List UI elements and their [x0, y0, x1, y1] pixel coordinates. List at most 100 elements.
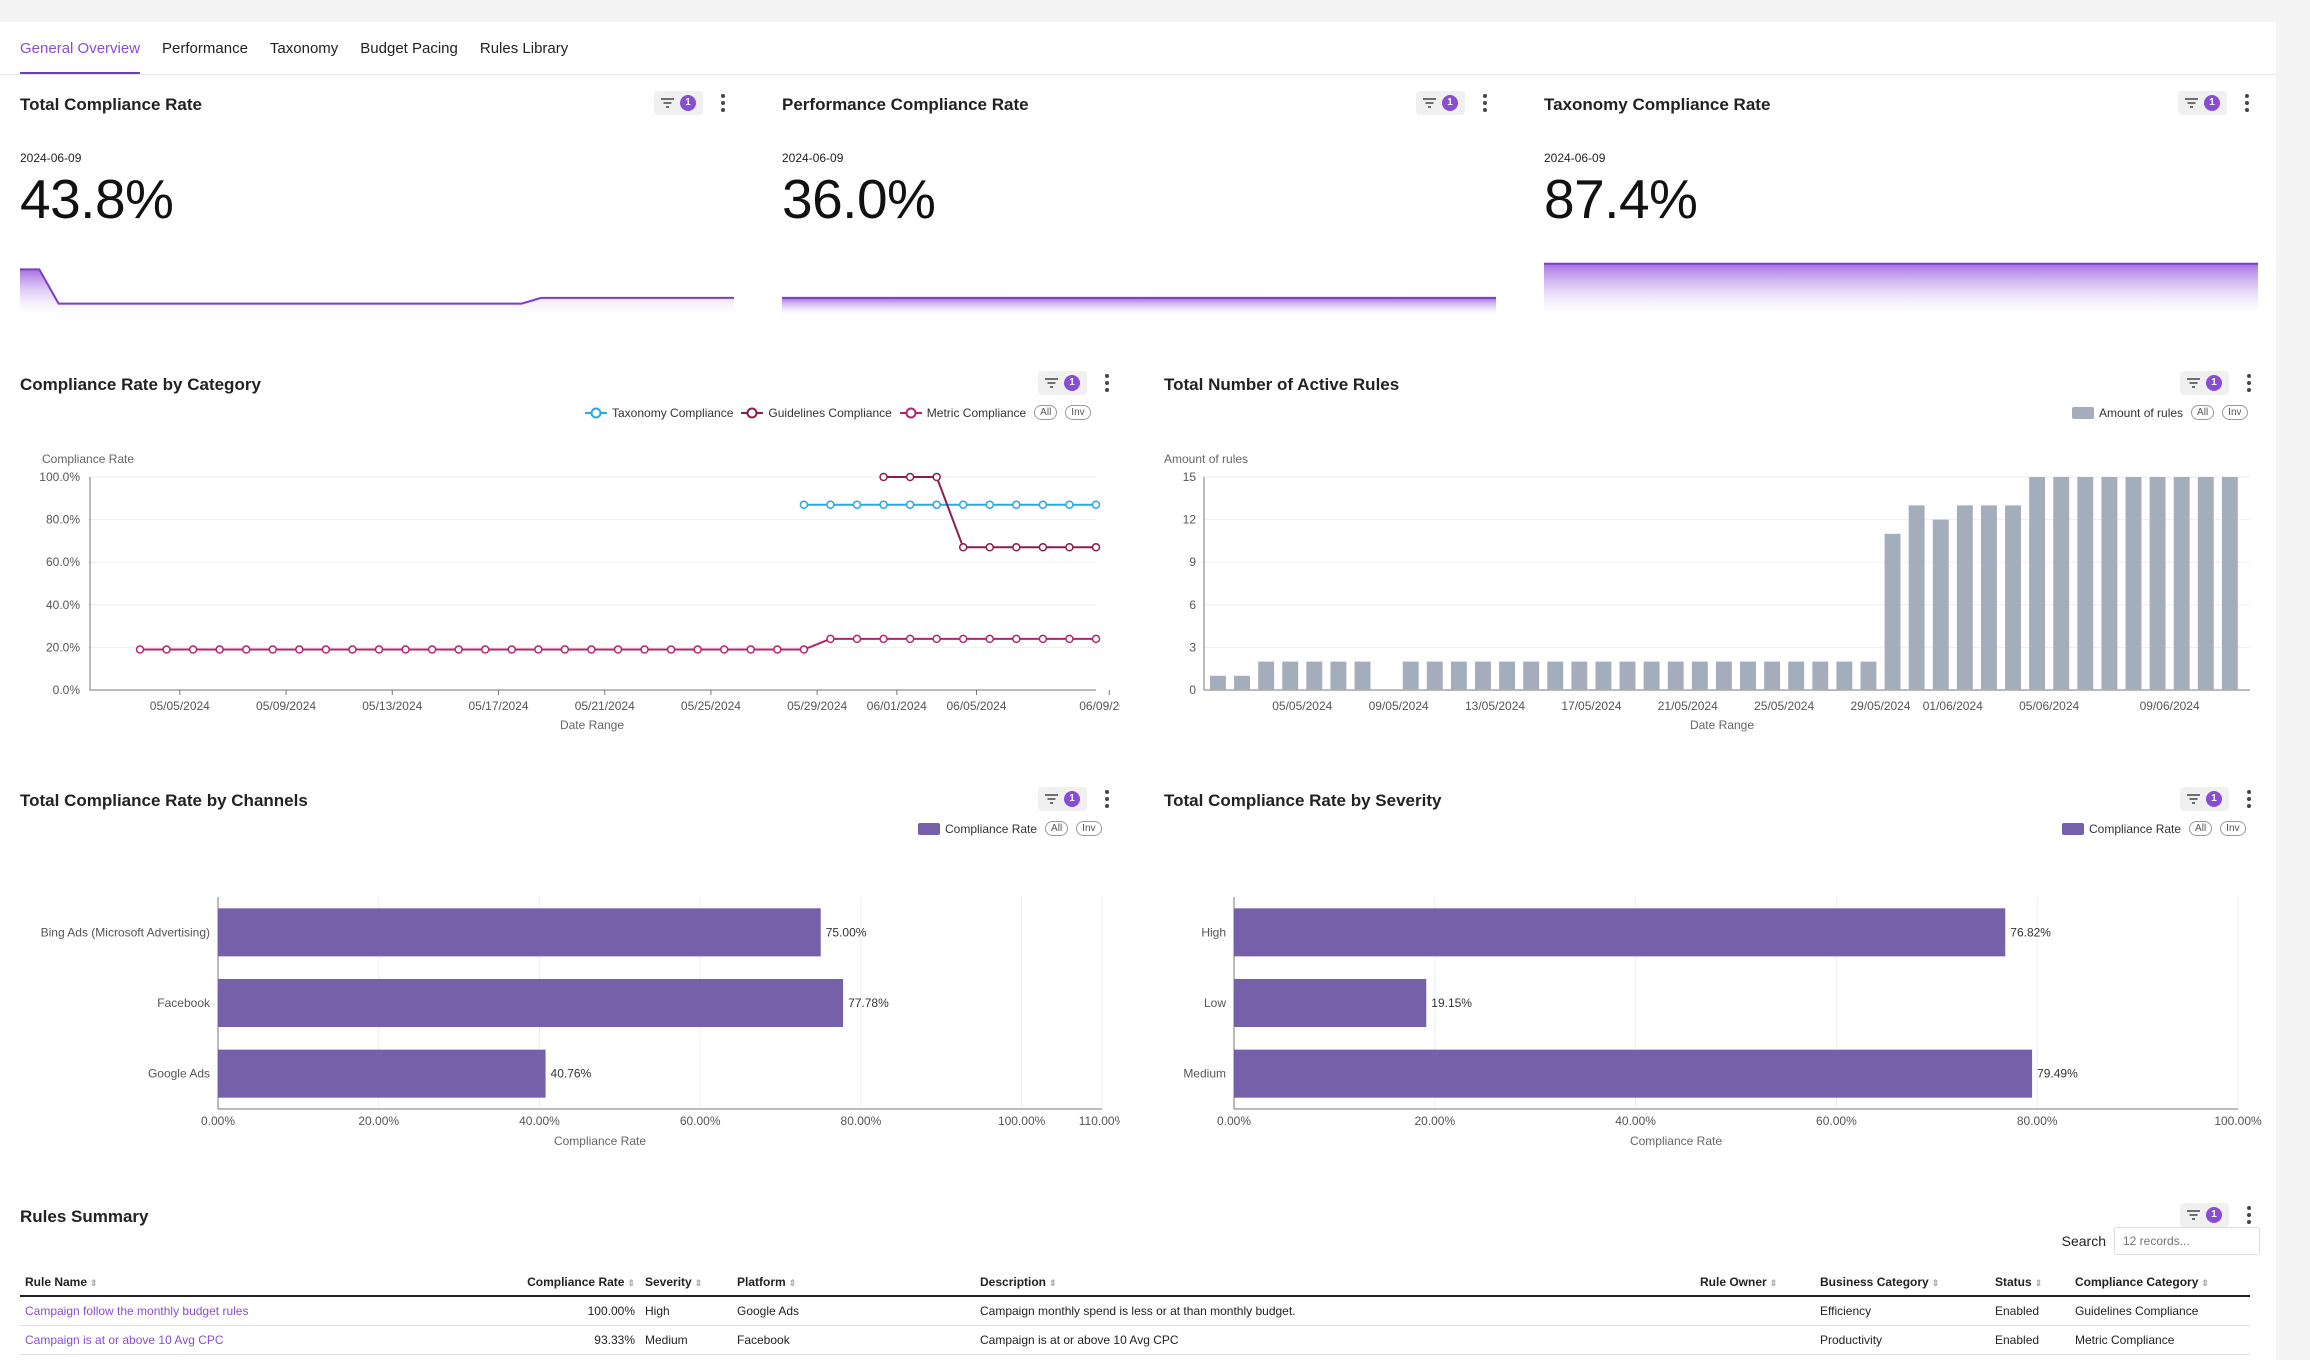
cell-business-category: Productivity: [1815, 1325, 1990, 1355]
data-point: [958, 634, 968, 644]
filter-icon: [2187, 1210, 2200, 1220]
rule-name-link[interactable]: Campaign is at or above 10 Avg CPC: [20, 1325, 520, 1355]
tab-budget-pacing[interactable]: Budget Pacing: [360, 40, 458, 57]
filter-icon: [1045, 378, 1058, 388]
y-category-label: Medium: [1183, 1067, 1226, 1081]
legend-item-taxonomy[interactable]: Taxonomy Compliance: [585, 406, 733, 420]
tab-rules-library[interactable]: Rules Library: [479, 40, 569, 57]
col-description[interactable]: Description ⇕: [975, 1269, 1695, 1297]
data-point: [348, 645, 357, 654]
x-tick-label: 60.00%: [680, 1114, 721, 1128]
kpi-title: Taxonomy Compliance Rate: [1544, 95, 1771, 114]
filter-button[interactable]: 1: [1038, 787, 1087, 811]
bar: [1691, 661, 1708, 690]
col-platform[interactable]: Platform ⇕: [732, 1269, 975, 1297]
legend-all-chip[interactable]: All: [1045, 821, 1069, 836]
bar: [1667, 661, 1684, 690]
y-tick-label: 100.0%: [39, 470, 80, 484]
bar: [1595, 661, 1612, 690]
x-axis-title: Date Range: [560, 718, 624, 732]
data-point: [905, 472, 915, 482]
bar: [1282, 661, 1299, 690]
legend-item-guidelines[interactable]: Guidelines Compliance: [741, 406, 892, 420]
legend-item-compliance-rate[interactable]: Compliance Rate: [2062, 822, 2181, 836]
tab-taxonomy[interactable]: Taxonomy: [269, 40, 339, 57]
y-tick-label: 3: [1189, 640, 1196, 654]
legend-invert-chip[interactable]: Inv: [1065, 405, 1091, 420]
col-rule-owner[interactable]: Rule Owner ⇕: [1695, 1269, 1815, 1297]
col-business-category[interactable]: Business Category ⇕: [1815, 1269, 1990, 1297]
legend-invert-chip[interactable]: Inv: [2220, 821, 2246, 836]
panel-controls: 1: [1416, 91, 1487, 115]
data-point: [321, 645, 331, 654]
x-tick-label: 80.00%: [2017, 1114, 2058, 1128]
filter-button[interactable]: 1: [1416, 91, 1465, 115]
bar-value-label: 19.15%: [1431, 996, 1472, 1010]
data-point: [932, 472, 941, 482]
filter-button[interactable]: 1: [2180, 1203, 2229, 1227]
filter-button[interactable]: 1: [2180, 787, 2229, 811]
legend-item-metric[interactable]: Metric Compliance: [899, 406, 1026, 420]
more-menu-icon[interactable]: [2247, 1206, 2251, 1224]
y-category-label: Facebook: [157, 996, 211, 1010]
bar-chart: Amount of rules 0 3 6 9 12 15 05/05/2024 09/05/2…: [1164, 452, 2250, 732]
more-menu-icon[interactable]: [2247, 374, 2251, 392]
data-point: [1012, 500, 1021, 509]
data-point: [241, 645, 251, 654]
tab-general-overview[interactable]: General Overview: [20, 22, 141, 74]
bar: [1234, 675, 1250, 690]
filter-icon: [1045, 794, 1058, 804]
data-point: [454, 645, 463, 654]
col-severity[interactable]: Severity ⇕: [640, 1269, 732, 1297]
more-menu-icon[interactable]: [1483, 94, 1487, 112]
filter-button[interactable]: 1: [1038, 371, 1087, 395]
legend-item-amount[interactable]: Amount of rules: [2072, 406, 2183, 420]
filter-button[interactable]: 1: [2180, 371, 2229, 395]
chart-legend: Compliance Rate All Inv: [2062, 821, 2246, 836]
filter-count-badge: 1: [2206, 375, 2222, 391]
data-point: [1038, 543, 1048, 552]
data-point: [374, 645, 384, 654]
col-compliance-category[interactable]: Compliance Category ⇕: [2070, 1269, 2250, 1297]
legend-marker: [585, 407, 607, 418]
data-point: [1065, 500, 1074, 509]
cell-status: Enabled: [1990, 1325, 2070, 1355]
col-status[interactable]: Status ⇕: [1990, 1269, 2070, 1297]
chart-compliance-by-channels: Total Compliance Rate by Channels 1 Comp…: [20, 787, 1120, 1161]
bar: [1258, 661, 1275, 690]
more-menu-icon[interactable]: [2247, 790, 2251, 808]
search-input[interactable]: [2114, 1227, 2260, 1255]
data-point: [826, 634, 835, 644]
bar: [1812, 661, 1829, 690]
legend-label: Taxonomy Compliance: [612, 405, 734, 420]
kpi-performance-compliance: Performance Compliance Rate 1 2024-06-09…: [782, 91, 1496, 345]
x-tick-label: 21/05/2024: [1658, 699, 1718, 713]
bar: [1499, 661, 1516, 690]
legend-all-chip[interactable]: All: [2189, 821, 2213, 836]
filter-button[interactable]: 1: [2178, 91, 2227, 115]
panel-controls: 1: [654, 91, 725, 115]
legend-item-compliance-rate[interactable]: Compliance Rate: [918, 822, 1037, 836]
cell-compliance-category: Metric Compliance: [2070, 1325, 2250, 1355]
x-tick-label: 80.00%: [841, 1114, 882, 1128]
more-menu-icon[interactable]: [1105, 374, 1109, 392]
tab-performance[interactable]: Performance: [162, 40, 248, 57]
legend-invert-chip[interactable]: Inv: [1076, 821, 1102, 836]
col-rule-name[interactable]: Rule Name ⇕: [20, 1269, 520, 1297]
more-menu-icon[interactable]: [1105, 790, 1109, 808]
data-point: [985, 543, 995, 552]
x-axis-title: Compliance Rate: [1630, 1134, 1722, 1148]
table-search: Search: [2062, 1227, 2260, 1255]
col-compliance-rate[interactable]: Compliance Rate ⇕: [520, 1269, 640, 1297]
y-tick-label: 15: [1183, 470, 1197, 484]
more-menu-icon[interactable]: [2245, 94, 2249, 112]
x-tick-label: 05/09/2024: [256, 699, 316, 713]
more-menu-icon[interactable]: [721, 94, 725, 112]
rule-name-link[interactable]: Campaign follow the monthly budget rules: [20, 1296, 520, 1326]
x-tick-label: 05/25/2024: [681, 699, 741, 713]
bar: [1764, 661, 1781, 690]
legend-all-chip[interactable]: All: [1034, 405, 1058, 420]
filter-button[interactable]: 1: [654, 91, 703, 115]
legend-all-chip[interactable]: All: [2191, 405, 2215, 420]
legend-invert-chip[interactable]: Inv: [2222, 405, 2248, 420]
